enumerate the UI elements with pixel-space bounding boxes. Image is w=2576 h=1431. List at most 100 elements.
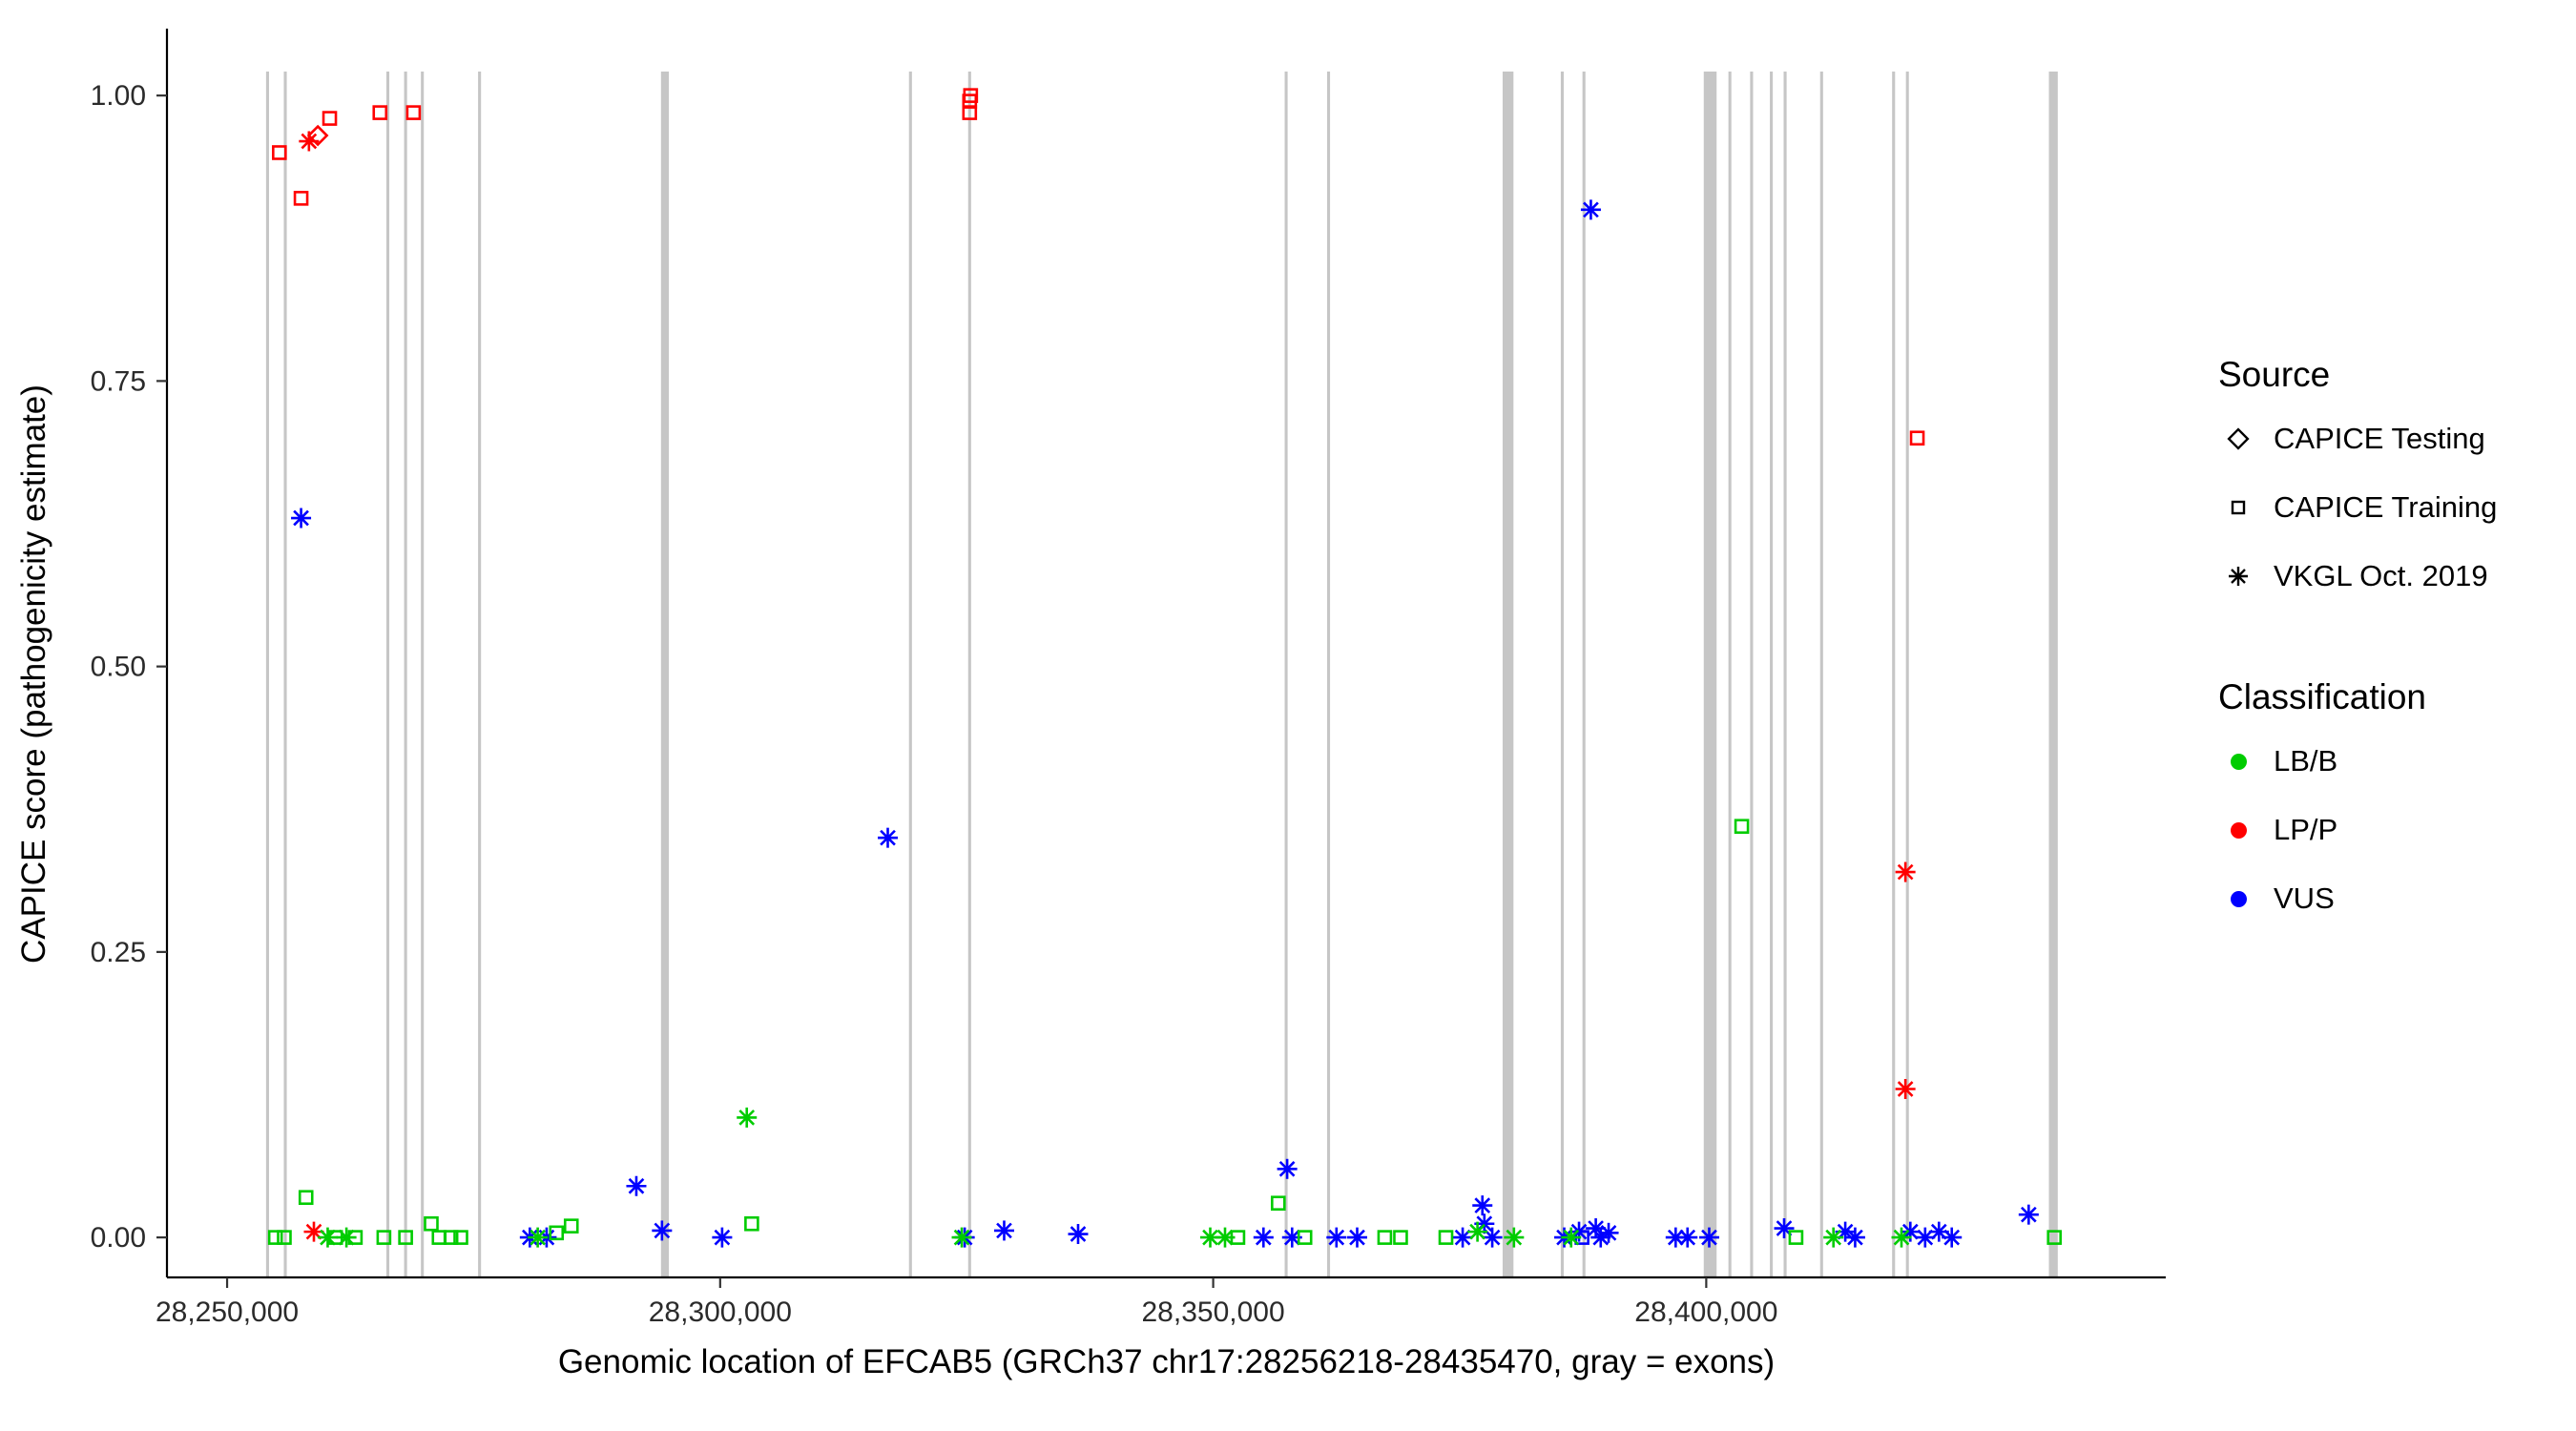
data-point-square: [267, 1230, 283, 1245]
legend-item-vkgl: VKGL Oct. 2019: [2218, 542, 2497, 611]
data-point-asterisk: [1253, 1227, 1274, 1248]
x-tick-label: 28,250,000: [156, 1296, 299, 1328]
data-point-asterisk: [1277, 1158, 1298, 1179]
data-point-asterisk: [1844, 1227, 1865, 1248]
data-point-asterisk: [1698, 1227, 1719, 1248]
data-point-asterisk: [1895, 1079, 1916, 1099]
data-point-square: [963, 88, 979, 103]
data-point-asterisk: [1942, 1227, 1963, 1248]
x-axis-title: Genomic location of EFCAB5 (GRCh37 chr17…: [557, 1343, 1776, 1380]
data-point-square: [1734, 819, 1750, 834]
data-point-square: [272, 145, 287, 160]
data-point-asterisk: [1774, 1218, 1795, 1239]
data-point-asterisk: [626, 1175, 647, 1196]
data-point-asterisk: [291, 508, 312, 529]
exon-bar: [283, 72, 287, 1277]
legend-item-label: CAPICE Testing: [2274, 422, 2485, 455]
data-point-asterisk: [528, 1227, 549, 1248]
data-point-asterisk: [1326, 1227, 1347, 1248]
data-point-asterisk: [1823, 1227, 1844, 1248]
data-point-asterisk: [951, 1227, 972, 1248]
data-point-diamond: [306, 124, 329, 147]
exon-bar: [385, 72, 390, 1277]
data-point-square: [293, 191, 309, 206]
data-point-square: [443, 1230, 459, 1245]
data-point-asterisk: [652, 1220, 673, 1241]
y-tick-label: 0.25: [91, 937, 146, 968]
data-point-asterisk: [1580, 199, 1601, 220]
exon-bar: [1783, 72, 1787, 1277]
data-point-square: [2046, 1230, 2063, 1245]
legend-source-title: Source: [2218, 355, 2331, 394]
legend-group-classification: Classification LB/B LP/P VUS: [2218, 677, 2497, 933]
data-point-asterisk: [1504, 1227, 1525, 1248]
data-point-asterisk: [737, 1107, 758, 1128]
data-point-square: [376, 1230, 392, 1245]
data-point-asterisk: [1895, 861, 1916, 882]
y-tick-label: 1.00: [91, 80, 146, 112]
data-point-square: [372, 105, 388, 120]
exon-bar: [1284, 72, 1288, 1277]
data-point-square: [549, 1225, 565, 1241]
data-point-square: [405, 105, 422, 120]
data-point-square: [1393, 1230, 1408, 1245]
data-point-square: [563, 1218, 579, 1234]
data-point-asterisk: [1068, 1224, 1089, 1245]
exon-bar: [404, 72, 407, 1277]
legend-item-capice-testing: CAPICE Testing: [2218, 404, 2497, 473]
y-tick-label: 0.50: [91, 652, 146, 683]
legend-item-label: LP/P: [2274, 813, 2338, 846]
x-tick-label: 28,300,000: [649, 1296, 792, 1328]
exon-bar: [1582, 72, 1586, 1277]
data-point-square: [322, 111, 338, 126]
data-point-asterisk: [1891, 1227, 1912, 1248]
data-point-asterisk: [336, 1227, 357, 1248]
exon-bar: [1703, 72, 1717, 1277]
data-point-square: [1909, 430, 1925, 446]
data-point-square: [398, 1230, 413, 1245]
x-tick-label: 28,400,000: [1634, 1296, 1777, 1328]
data-point-square: [347, 1230, 364, 1245]
vus-dot-icon: [2218, 879, 2258, 919]
data-point-square: [744, 1215, 759, 1232]
exon-bar: [2048, 72, 2058, 1277]
data-point-asterisk: [2018, 1204, 2039, 1225]
exon-bar: [660, 72, 670, 1277]
exon-bar: [1750, 72, 1754, 1277]
y-tick-label: 0.00: [91, 1222, 146, 1254]
legend-item-label: CAPICE Training: [2274, 490, 2498, 524]
data-point-square: [1438, 1230, 1454, 1245]
data-point-asterisk: [1482, 1227, 1503, 1248]
data-point-square: [1230, 1230, 1246, 1245]
exon-bar: [1502, 72, 1514, 1277]
data-point-square: [431, 1230, 447, 1245]
data-point-asterisk: [1561, 1227, 1582, 1248]
exon-bar: [1326, 72, 1331, 1277]
data-point-asterisk: [878, 827, 899, 848]
data-point-asterisk: [1467, 1221, 1488, 1242]
legend-group-source: Source CAPICE Testing CAPICE Training: [2218, 355, 2497, 611]
data-point-square: [1297, 1230, 1313, 1245]
legend-item-vus: VUS: [2218, 864, 2497, 933]
data-point-asterisk: [1598, 1222, 1619, 1243]
data-point-square: [277, 1230, 292, 1245]
legend-item-capice-training: CAPICE Training: [2218, 473, 2497, 542]
data-point-square: [1271, 1195, 1286, 1211]
legend: Source CAPICE Testing CAPICE Training: [2218, 355, 2497, 933]
exon-bar: [1560, 72, 1565, 1277]
data-point-square: [1788, 1230, 1804, 1245]
legend-item-lbb: LB/B: [2218, 727, 2497, 796]
data-point-asterisk: [712, 1227, 733, 1248]
data-point-asterisk: [317, 1227, 338, 1248]
legend-item-lpp: LP/P: [2218, 796, 2497, 864]
square-icon: [2218, 487, 2258, 528]
data-point-asterisk: [1472, 1195, 1493, 1216]
x-tick-label: 28,350,000: [1142, 1296, 1285, 1328]
exon-bar: [1728, 72, 1732, 1277]
data-point-square: [453, 1230, 468, 1245]
data-point-asterisk: [1452, 1227, 1473, 1248]
legend-classification-title: Classification: [2218, 677, 2426, 716]
legend-item-label: VUS: [2274, 881, 2335, 915]
data-point-square: [1377, 1230, 1393, 1245]
